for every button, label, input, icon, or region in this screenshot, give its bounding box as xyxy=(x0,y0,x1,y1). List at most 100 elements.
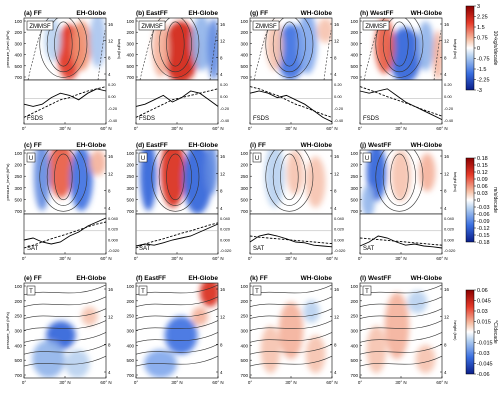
ytick-label: 250 xyxy=(126,174,134,179)
right-tick-label: 12 xyxy=(220,39,226,44)
subplot-tick-label: 0.040 xyxy=(220,216,231,221)
subplot-tick-label: 0.020 xyxy=(444,227,455,232)
xtick-label: 30° N xyxy=(395,256,406,261)
field-blob xyxy=(140,150,157,211)
field-box xyxy=(252,152,262,163)
ytick-label: 200 xyxy=(126,30,134,35)
xtick-label: 0° xyxy=(134,256,139,261)
xtick-label: 0° xyxy=(248,380,253,385)
ytick-label: 700 xyxy=(240,209,248,214)
contour-line xyxy=(24,308,106,319)
ytick-label: 700 xyxy=(126,75,134,80)
dashed-trend-line xyxy=(23,221,107,249)
dashed-trend-line xyxy=(135,88,219,118)
ytick-label: 500 xyxy=(126,358,134,363)
solid-trend-line xyxy=(135,90,219,107)
field-blob xyxy=(199,283,218,307)
right-axis-label: height (km) xyxy=(453,172,458,193)
xtick-label: 30° N xyxy=(171,126,182,131)
colorbar-tick-label: -0.015 xyxy=(477,341,493,347)
contour-dashed xyxy=(27,24,45,80)
contour-line xyxy=(280,153,299,201)
field-blob xyxy=(388,27,422,80)
right-tick-label: 12 xyxy=(334,39,340,44)
right-tick-label: 4 xyxy=(334,72,337,77)
colorbar-tick-label: -0.045 xyxy=(477,362,493,368)
subplot: FSDS 0.20 0.00 -0.20 -0.40 xyxy=(135,79,230,125)
panel-region: WH-Globe xyxy=(411,10,443,17)
field-box-label: U xyxy=(141,156,145,162)
panel-region: EH-Globe xyxy=(76,275,106,282)
xtick-label: 60° N xyxy=(100,380,111,385)
xtick-label: 0° xyxy=(134,380,139,385)
panel-label: (h) WestFF xyxy=(360,10,393,17)
ytick-label: 200 xyxy=(350,163,358,168)
contour-line xyxy=(360,320,442,331)
ytick-label: 300 xyxy=(126,329,134,334)
subplot-frame xyxy=(135,213,219,255)
field-shading xyxy=(152,18,218,80)
contour-line xyxy=(136,332,218,343)
xtick-label: 30° N xyxy=(285,256,296,261)
ytick-label: 250 xyxy=(240,174,248,179)
contour-dashed xyxy=(363,24,381,80)
contour-line xyxy=(250,308,332,319)
ytick-label: 400 xyxy=(350,53,358,58)
colorbar-tick-label: 3 xyxy=(477,4,480,10)
contours xyxy=(253,18,332,80)
field-box xyxy=(138,152,148,163)
colorbar-tick-label: -0.18 xyxy=(477,240,490,246)
contour-line xyxy=(272,150,306,206)
field-blob xyxy=(417,21,434,71)
ytick-label: 700 xyxy=(126,209,134,214)
solid-trend-line xyxy=(249,90,333,123)
field-blob xyxy=(266,21,283,71)
subplot-tick-label: 0.000 xyxy=(334,237,345,242)
subplot-tick-label: -0.020 xyxy=(108,248,120,253)
panel-e: (e) FF EH-Globe T 100 200 250 300 400 500 700 pres… xyxy=(5,275,114,385)
ytick-label: 200 xyxy=(126,163,134,168)
panel-label: (g) FF xyxy=(250,10,268,17)
right-tick-label: 16 xyxy=(108,22,114,27)
field-box xyxy=(362,20,390,31)
right-tick-label: 12 xyxy=(334,315,340,320)
ytick-label: 250 xyxy=(14,174,22,179)
colorbar-tick-label: 0 xyxy=(477,330,480,336)
field-blob xyxy=(374,18,395,74)
field-blob xyxy=(278,302,304,359)
subplot: SAT 0.040 0.020 0.000 -0.020 xyxy=(23,213,120,255)
panel-region: EH-Globe xyxy=(188,275,218,282)
subplot-tick-label: 0.020 xyxy=(334,227,345,232)
panel-h: (h) WestFF WH-Globe ZMMSF 100 200 300 400 500 70… xyxy=(350,10,458,131)
ytick-label: 250 xyxy=(350,174,358,179)
contour-line xyxy=(136,320,218,331)
ytick-label: 700 xyxy=(14,75,22,80)
xtick-label: 0° xyxy=(248,126,253,131)
ytick-label: 400 xyxy=(240,343,248,348)
subplot-tick-label: 0.000 xyxy=(444,237,455,242)
ytick-label: 100 xyxy=(350,19,358,24)
ytick-label: 100 xyxy=(126,19,134,24)
contour-line xyxy=(272,18,306,73)
panel-a: (a) FF EH-Globe ZMMSF 100 200 300 400 500 700 pre… xyxy=(5,10,122,131)
xtick-label: 0° xyxy=(22,126,27,131)
ytick-label: 500 xyxy=(350,358,358,363)
contour-line xyxy=(360,284,442,296)
ytick-label: 250 xyxy=(240,314,248,319)
field-blob xyxy=(391,150,411,202)
colorbar-tick-label: 2.25 xyxy=(477,15,488,21)
solid-trend-line xyxy=(23,217,107,245)
subplot-tick-label: -0.40 xyxy=(444,118,454,123)
right-tick-label: 8 xyxy=(444,189,447,194)
field-shading xyxy=(32,306,98,378)
ytick-label: 100 xyxy=(126,284,134,289)
field-box-label: T xyxy=(365,289,369,295)
right-axis-label: height (km) xyxy=(117,39,122,60)
xtick-label: 0° xyxy=(134,126,139,131)
right-tick-label: 16 xyxy=(220,154,226,159)
field-blob xyxy=(164,316,198,355)
xtick-label: 0° xyxy=(22,380,27,385)
contour-line xyxy=(24,343,106,355)
colorbar-tick-label: 1.5 xyxy=(477,25,485,31)
subplot-tick-label: -0.020 xyxy=(334,248,346,253)
